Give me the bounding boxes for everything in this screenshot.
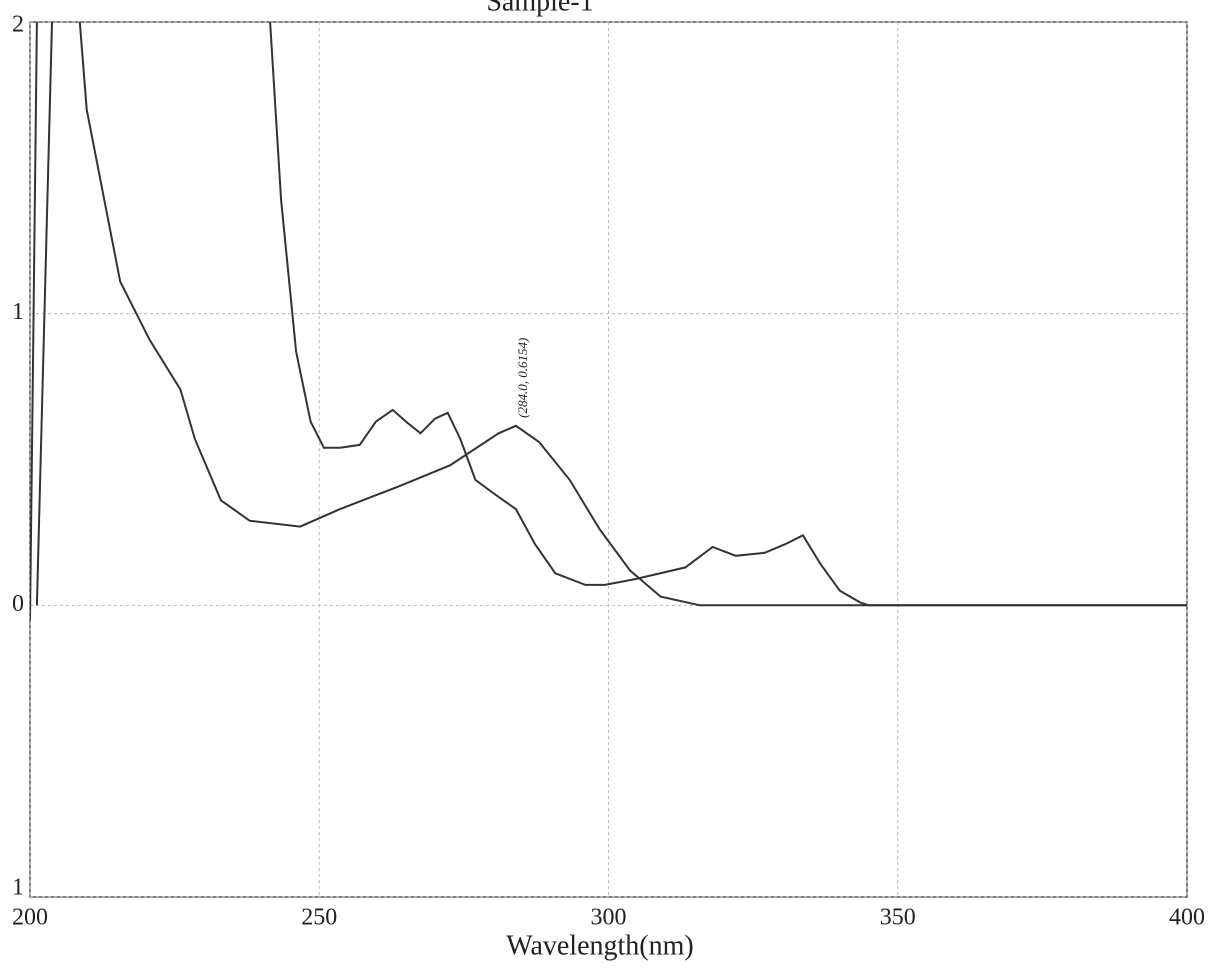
y-tick-label: 2 (12, 12, 24, 38)
spectrum-line (30, 22, 1187, 620)
y-tick-label: 0 (12, 591, 24, 617)
chart-title: Sample-1 (486, 0, 593, 17)
x-tick-label: 200 (12, 905, 48, 931)
y-tick-label: 1 (12, 875, 24, 901)
x-tick-label: 400 (1169, 905, 1205, 931)
x-axis-label: Wavelength(nm) (506, 930, 693, 961)
x-tick-label: 350 (880, 905, 916, 931)
peak-annotation: (284.0, 0.6154) (515, 338, 530, 418)
x-tick-label: 250 (301, 905, 337, 931)
spectrum-line (35, 22, 1187, 607)
y-tick-label: 1 (12, 299, 24, 325)
x-tick-label: 300 (591, 905, 627, 931)
